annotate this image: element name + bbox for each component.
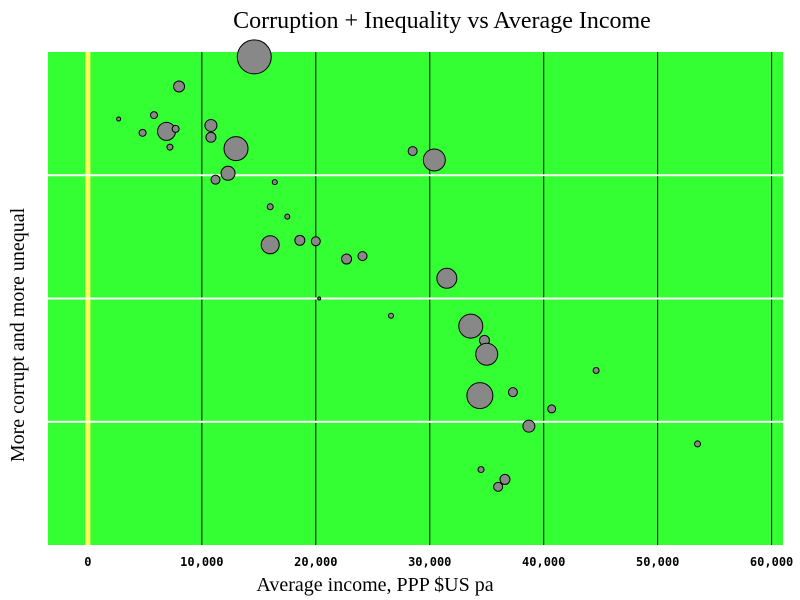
data-point — [205, 131, 217, 143]
data-point — [422, 148, 446, 172]
data-point — [357, 251, 368, 262]
data-points — [116, 39, 702, 492]
data-point — [499, 473, 511, 485]
data-point — [436, 267, 458, 289]
data-point — [592, 366, 600, 374]
data-point — [294, 234, 306, 246]
data-point — [149, 111, 158, 120]
data-point — [271, 179, 278, 186]
chart-title: Corruption + Inequality vs Average Incom… — [233, 8, 651, 34]
x-tick-label: 50,000 — [636, 555, 679, 569]
data-point — [173, 80, 186, 93]
data-point — [171, 124, 180, 133]
y-axis-label: More corrupt and more unequal — [7, 207, 29, 462]
data-point — [547, 404, 557, 414]
data-point — [407, 146, 418, 157]
x-tick-label: 0 — [84, 555, 91, 569]
data-point — [388, 312, 394, 319]
grid-lines — [48, 52, 783, 545]
data-point — [477, 466, 485, 474]
data-point — [220, 165, 236, 181]
data-point — [458, 313, 484, 339]
x-tick-label: 20,000 — [294, 555, 337, 569]
x-tick-label: 30,000 — [408, 555, 451, 569]
data-point — [310, 236, 321, 247]
x-tick-label: 10,000 — [180, 555, 223, 569]
data-point — [522, 419, 536, 433]
data-point — [507, 387, 518, 398]
data-point — [694, 440, 702, 448]
data-point — [138, 128, 147, 137]
data-point — [266, 203, 274, 211]
x-tick-label: 40,000 — [522, 555, 565, 569]
data-point — [341, 253, 353, 265]
data-point — [116, 116, 122, 122]
data-point — [466, 382, 494, 410]
data-point — [166, 143, 174, 151]
data-point — [204, 118, 218, 132]
data-point — [317, 296, 322, 301]
x-axis-label: Average income, PPP $US pa — [256, 574, 493, 596]
data-point — [236, 39, 272, 75]
x-tick-label: 60,000 — [750, 555, 793, 569]
data-point — [493, 481, 504, 492]
data-point — [475, 342, 499, 366]
x-tick-labels: 0 10,000 20,000 30,000 40,000 50,000 60,000 — [84, 555, 793, 569]
data-point — [260, 235, 280, 255]
data-point — [223, 136, 249, 162]
data-point — [210, 174, 221, 185]
data-point — [284, 213, 291, 220]
